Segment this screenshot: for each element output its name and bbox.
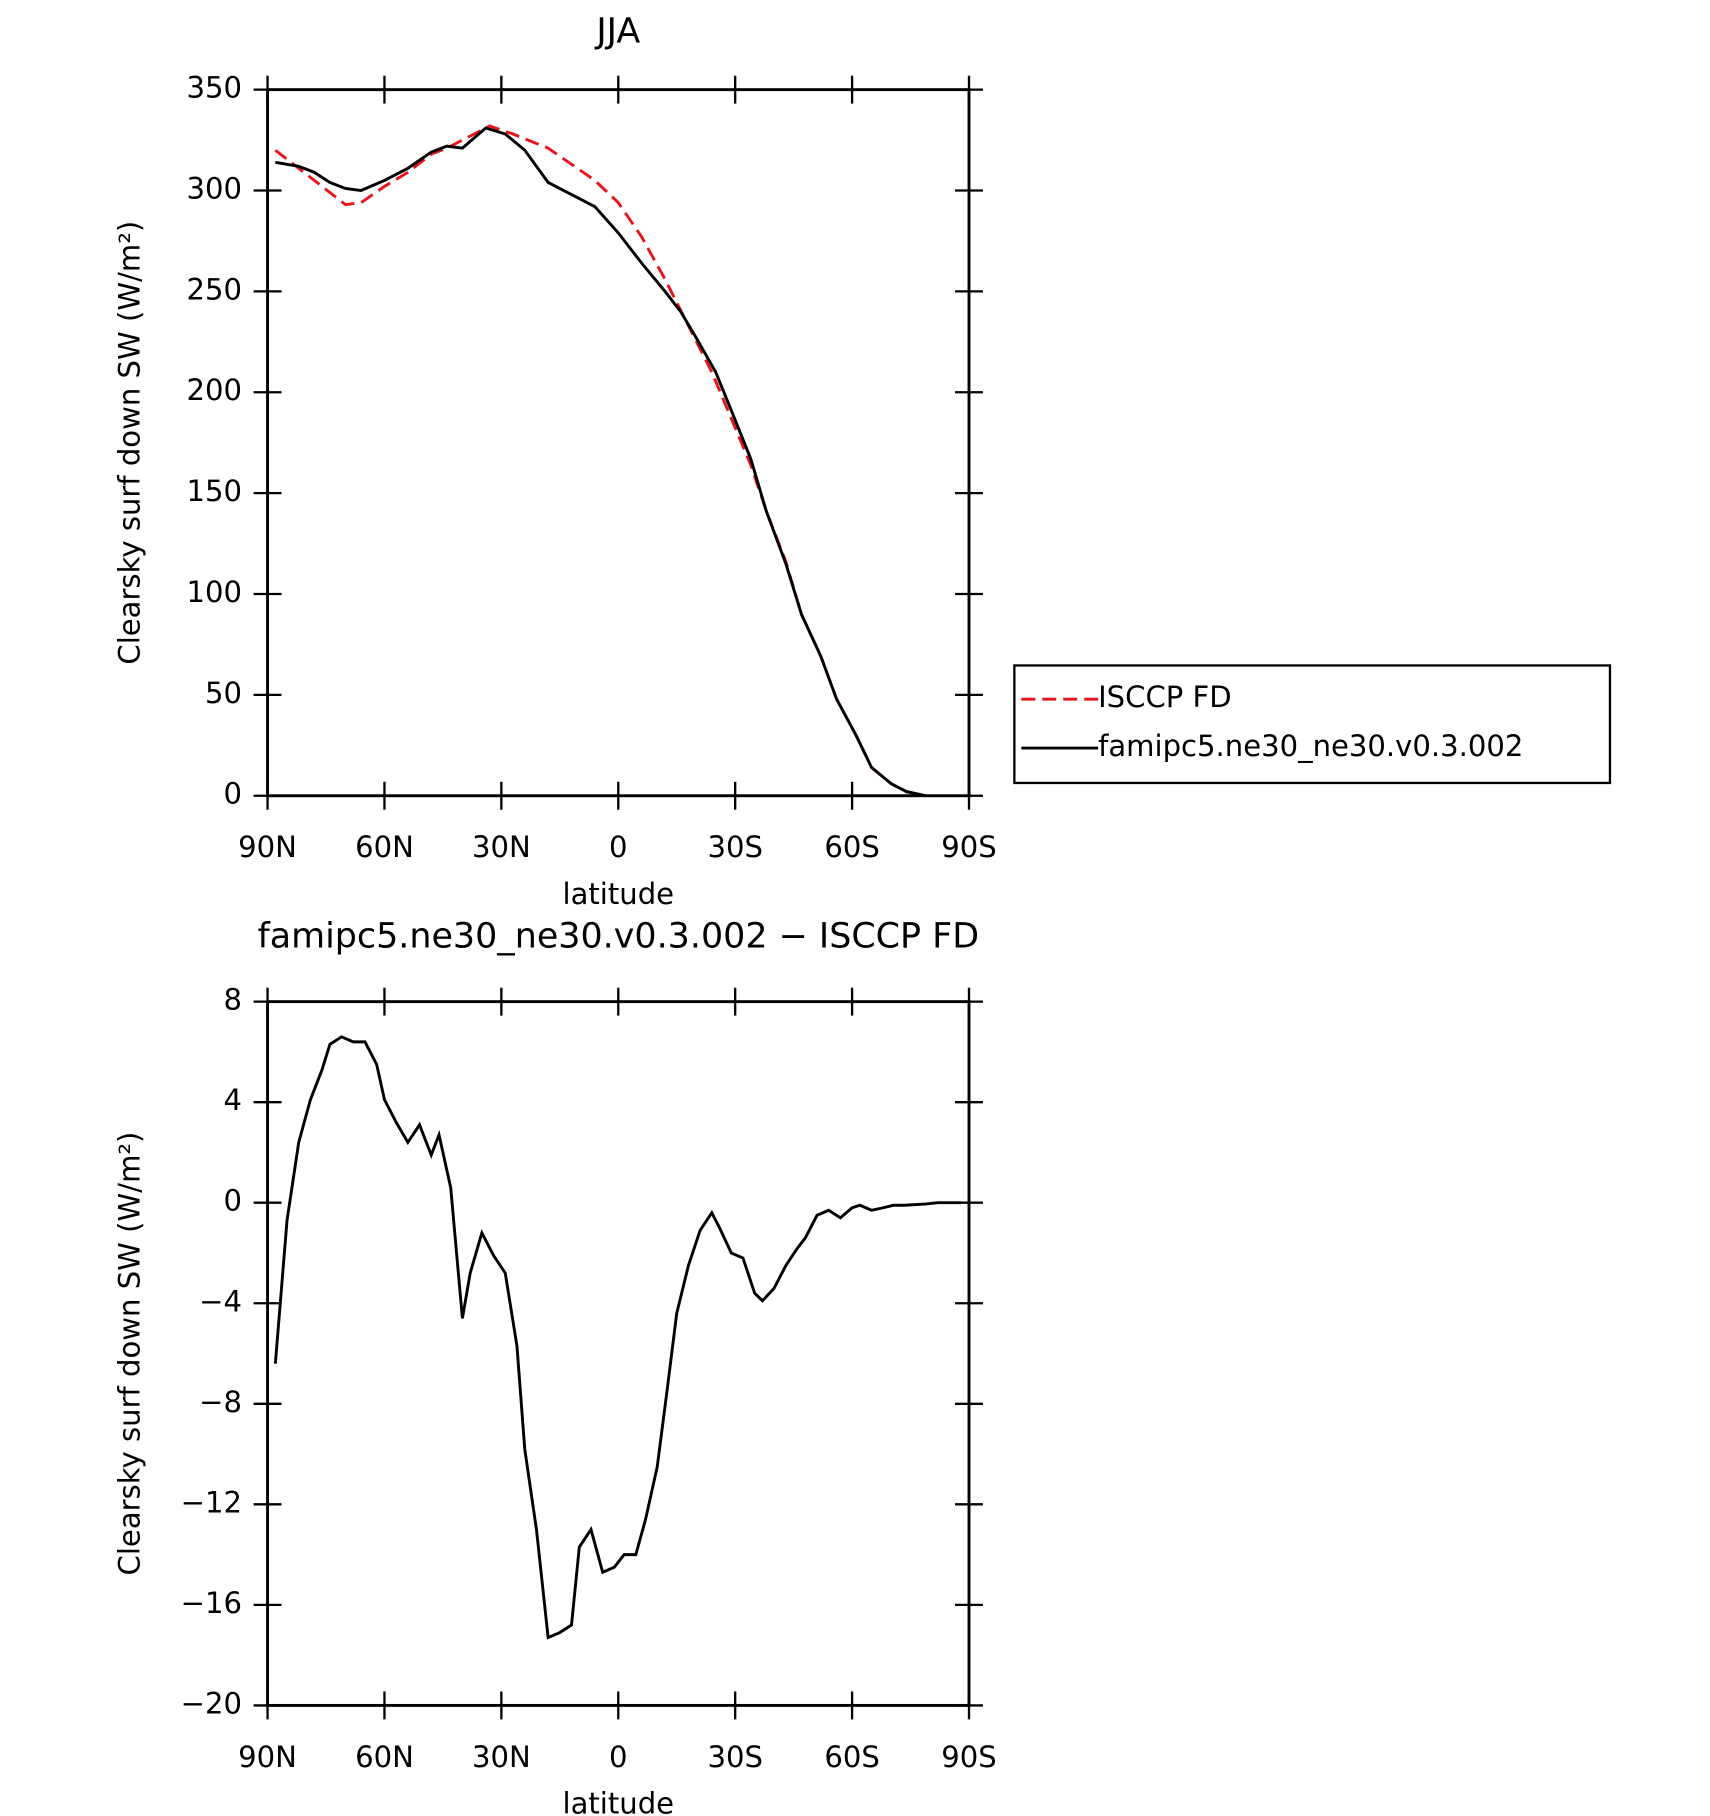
y-tick-label: 50: [205, 676, 242, 710]
y-tick-label: 300: [186, 172, 242, 206]
x-tick-label: 0: [609, 1740, 628, 1774]
y-tick-label: 150: [186, 474, 242, 508]
y-axis-label: Clearsky surf down SW (W/m²): [112, 1132, 146, 1576]
x-tick-label: 90S: [941, 1740, 996, 1774]
legend-box: [1013, 664, 1612, 785]
legend-label: famipc5.ne30_ne30.v0.3.002: [1098, 729, 1523, 763]
x-tick-label: 30S: [707, 1740, 762, 1774]
x-tick-label: 30N: [472, 1740, 531, 1774]
x-tick-label: 90S: [941, 830, 996, 864]
chart-title: famipc5.ne30_ne30.v0.3.002 − ISCCP FD: [257, 917, 979, 957]
y-axis-label: Clearsky surf down SW (W/m²): [112, 221, 146, 665]
data-line: [273, 1035, 962, 1640]
y-tick-label: 0: [223, 777, 242, 811]
y-tick-label: −4: [199, 1284, 242, 1318]
y-tick-label: −12: [181, 1485, 242, 1519]
data-line: [274, 124, 927, 798]
x-axis-label: latitude: [562, 1786, 674, 1816]
legend-label: ISCCP FD: [1098, 680, 1232, 714]
y-tick-label: 200: [186, 373, 242, 407]
y-tick-label: −20: [181, 1686, 242, 1720]
y-tick-label: 8: [223, 983, 242, 1017]
x-tick-label: 60N: [355, 1740, 414, 1774]
y-tick-label: 4: [223, 1083, 242, 1117]
y-tick-label: 350: [186, 71, 242, 105]
y-tick-label: 100: [186, 575, 242, 609]
x-tick-label: 60S: [824, 1740, 879, 1774]
x-tick-label: 90N: [238, 830, 297, 864]
y-tick-label: −16: [181, 1586, 242, 1620]
x-tick-label: 0: [609, 830, 628, 864]
x-tick-label: 60S: [824, 830, 879, 864]
y-tick-label: −8: [199, 1385, 242, 1419]
data-line: [275, 126, 927, 798]
plot-frame: [266, 1000, 971, 1707]
y-tick-label: 250: [186, 272, 242, 306]
y-tick-label: 0: [223, 1184, 242, 1218]
x-tick-label: 30N: [472, 830, 531, 864]
x-tick-label: 30S: [707, 830, 762, 864]
x-tick-label: 60N: [355, 830, 414, 864]
x-axis-label: latitude: [562, 877, 674, 911]
chart-title: JJA: [594, 12, 640, 52]
x-tick-label: 90N: [238, 1740, 297, 1774]
plot-frame: [266, 88, 971, 798]
